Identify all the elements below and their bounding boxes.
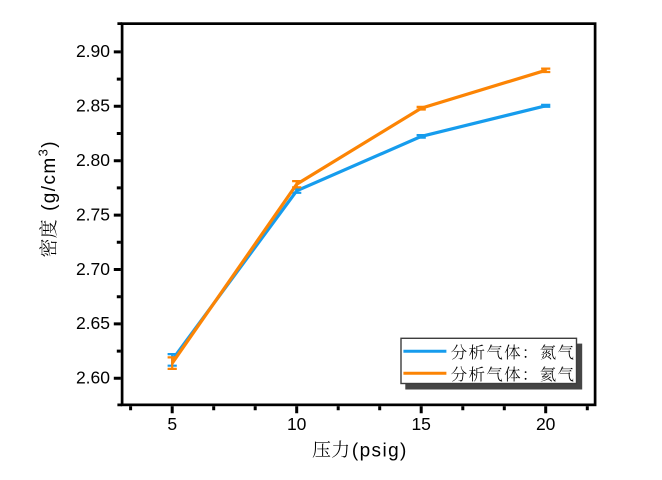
- svg-text:15: 15: [411, 414, 430, 434]
- svg-text:10: 10: [287, 414, 307, 434]
- svg-text:2.80: 2.80: [76, 150, 110, 170]
- svg-text:(psig): (psig): [345, 440, 408, 461]
- svg-text:2.70: 2.70: [76, 259, 110, 279]
- svg-text:2.65: 2.65: [76, 313, 110, 333]
- svg-text:2.85: 2.85: [76, 96, 110, 116]
- svg-text:2.75: 2.75: [76, 204, 110, 224]
- svg-text:2.60: 2.60: [76, 368, 110, 388]
- svg-text:5: 5: [167, 414, 177, 434]
- svg-text:20: 20: [536, 414, 556, 434]
- svg-text:2.90: 2.90: [76, 41, 110, 61]
